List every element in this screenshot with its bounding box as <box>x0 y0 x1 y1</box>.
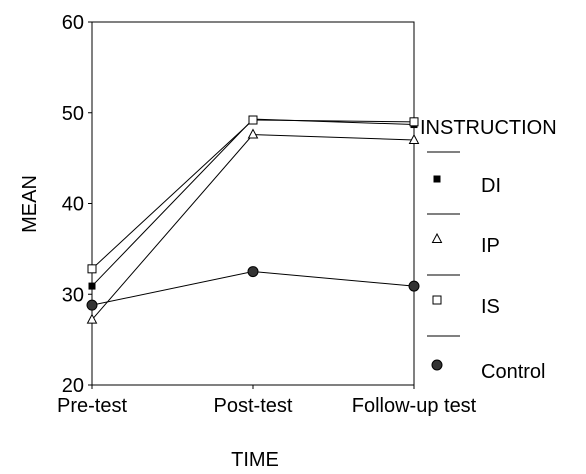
legend-label-is: IS <box>481 296 500 318</box>
y-tick-label: 60 <box>62 12 84 34</box>
legend-marker-di <box>433 175 441 183</box>
point-is-post-test <box>248 115 258 125</box>
point-control-follow-up-test <box>408 280 420 292</box>
x-axis: Pre-test Post-test Follow-up test <box>57 385 477 417</box>
legend-label-di: DI <box>481 175 501 197</box>
legend: INSTRUCTION DI IP IS Control <box>420 117 557 383</box>
series-lines <box>91 118 415 320</box>
series-line-di <box>91 118 415 287</box>
plot-frame <box>91 21 415 386</box>
x-tick-label: Pre-test <box>57 395 127 417</box>
legend-marker-control <box>431 359 443 371</box>
legend-marker-ip <box>431 232 443 243</box>
y-tick-label: 20 <box>62 375 84 397</box>
x-tick-label: Post-test <box>214 395 293 417</box>
point-is-pre-test <box>87 264 97 274</box>
y-axis-label: MEAN <box>19 175 41 233</box>
y-tick-label: 40 <box>62 194 84 216</box>
point-ip-follow-up-test <box>408 133 420 144</box>
series-markers <box>86 115 420 324</box>
y-tick-label: 30 <box>62 284 84 306</box>
x-tick-label: Follow-up test <box>352 395 477 417</box>
y-tick-label: 50 <box>62 103 84 125</box>
point-control-post-test <box>247 266 259 278</box>
legend-label-control: Control <box>481 361 545 383</box>
point-control-pre-test <box>86 299 98 311</box>
y-axis: 20 30 40 50 60 <box>62 12 92 397</box>
series-line-is <box>91 119 415 270</box>
legend-label-ip: IP <box>481 235 500 257</box>
point-ip-post-test <box>247 128 259 139</box>
point-ip-pre-test <box>86 313 98 324</box>
point-is-follow-up-test <box>409 117 419 127</box>
x-axis-label: TIME <box>231 449 279 471</box>
legend-title: INSTRUCTION <box>420 117 557 139</box>
point-di-pre-test <box>88 282 96 290</box>
legend-marker-is <box>432 295 442 305</box>
series-line-ip <box>91 134 415 320</box>
